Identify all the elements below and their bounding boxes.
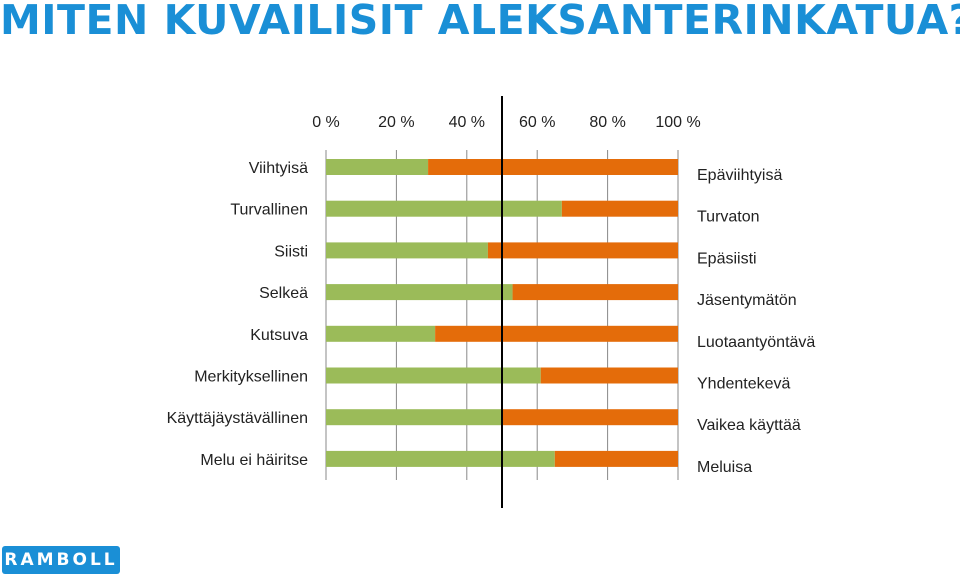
bar-negative (540, 367, 678, 384)
left-category-label: Käyttäjäystävällinen (167, 410, 308, 427)
logo-text: RAMBOLL (4, 550, 118, 570)
bar-positive (326, 200, 562, 217)
bar-negative (502, 409, 678, 426)
left-category-label: Merkityksellinen (194, 369, 308, 386)
left-category-label: Siisti (274, 243, 308, 260)
bar-negative (554, 450, 678, 467)
page-title: MITEN KUVAILISIT ALEKSANTERINKATUA? (0, 0, 960, 44)
bar-positive (326, 284, 513, 301)
x-tick-label: 60 % (519, 114, 555, 131)
left-category-label: Turvallinen (230, 202, 308, 219)
x-tick-label: 0 % (312, 114, 340, 131)
right-category-label: Turvaton (697, 209, 760, 226)
right-category-label: Luotaantyöntävä (697, 334, 815, 351)
left-category-label: Melu ei häiritse (200, 452, 308, 469)
right-category-label: Jäsentymätön (697, 292, 797, 309)
bar-positive (326, 159, 429, 175)
bar-negative (512, 284, 678, 301)
bar-positive (326, 367, 541, 384)
bar-positive (326, 409, 502, 426)
x-tick-label: 80 % (589, 114, 625, 131)
left-category-label: Viihtyisä (249, 160, 308, 177)
x-tick-label: 20 % (378, 114, 414, 131)
right-category-label: Vaikea käyttää (697, 417, 801, 434)
right-category-labels: Epäviihtyisä Turvaton Epäsiisti Jäsentymätö… (697, 167, 815, 476)
right-category-label: Yhdentekevä (697, 376, 791, 393)
right-category-label: Epäviihtyisä (697, 167, 782, 184)
bar-negative (428, 159, 678, 175)
ramboll-logo: RAMBOLL (2, 546, 120, 574)
bar-positive (326, 325, 436, 342)
bar-negative (487, 242, 678, 259)
x-tick-label: 40 % (449, 114, 485, 131)
x-tick-label: 100 % (655, 114, 700, 131)
left-category-label: Kutsuva (250, 327, 308, 344)
left-category-labels: Viihtyisä Turvallinen Siisti Selkeä Kutsuva M… (167, 160, 309, 469)
right-category-label: Meluisa (697, 459, 752, 476)
bar-positive (326, 242, 488, 259)
x-tick-labels: 0 % 20 % 40 % 60 % 80 % 100 % (312, 114, 700, 131)
bar-negative (561, 200, 678, 217)
left-category-label: Selkeä (259, 285, 308, 302)
bar-positive (326, 450, 555, 467)
chart: 0 % 20 % 40 % 60 % 80 % 100 % Viihtyisä Turval… (167, 96, 815, 508)
right-category-label: Epäsiisti (697, 250, 757, 267)
bar-negative (435, 325, 678, 342)
